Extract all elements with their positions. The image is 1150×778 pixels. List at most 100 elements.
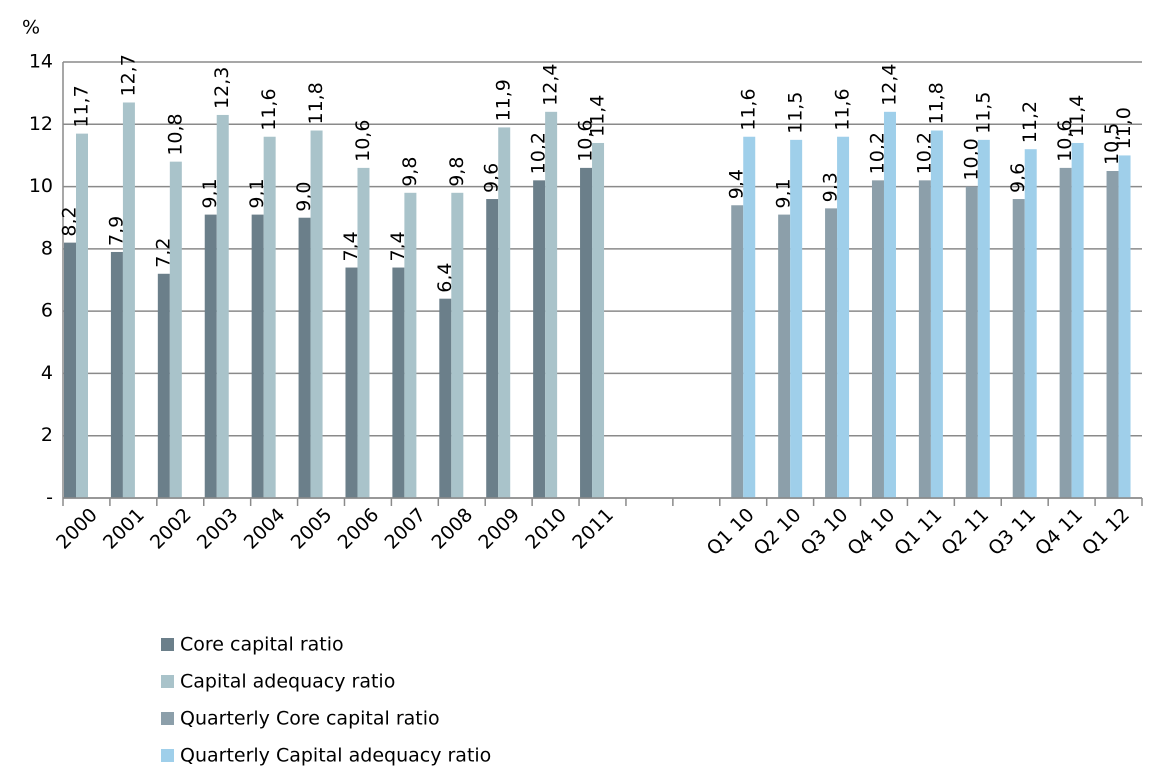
y-tick-label: 6 xyxy=(41,300,53,322)
value-label: 9,1 xyxy=(773,178,795,208)
x-tick-label: 2002 xyxy=(146,504,196,554)
bar xyxy=(357,167,370,498)
value-label: 12,4 xyxy=(540,64,562,106)
bar xyxy=(592,142,605,498)
value-label: 11,9 xyxy=(493,79,515,121)
bar xyxy=(965,186,978,499)
bar xyxy=(1012,199,1025,498)
value-label: 9,8 xyxy=(446,157,468,187)
bar xyxy=(883,111,896,498)
x-tick-label: 2000 xyxy=(52,504,102,554)
legend-label: Core capital ratio xyxy=(180,634,344,656)
value-label: 9,8 xyxy=(399,157,421,187)
bar xyxy=(837,136,850,498)
value-label: 9,6 xyxy=(1007,163,1029,193)
bar xyxy=(1106,171,1119,498)
bar xyxy=(64,242,76,498)
value-label: 10,5 xyxy=(1101,123,1123,165)
bar xyxy=(486,199,499,498)
value-label: 11,8 xyxy=(305,82,327,124)
value-label: 7,2 xyxy=(152,238,174,268)
bar xyxy=(790,139,803,498)
value-label: 11,5 xyxy=(972,92,994,134)
value-label: 11,4 xyxy=(587,95,609,137)
bar xyxy=(1071,142,1084,498)
value-label: 11,6 xyxy=(258,88,280,130)
y-tick-label: 10 xyxy=(29,175,53,197)
x-tick-label: 2001 xyxy=(99,504,149,554)
x-tick-label: 2004 xyxy=(240,504,290,554)
y-tick-label: 8 xyxy=(41,237,53,259)
bar xyxy=(110,251,123,498)
bar xyxy=(545,111,558,498)
bar xyxy=(204,214,217,498)
bar xyxy=(76,133,88,498)
x-tick-label: Q2 10 xyxy=(750,504,806,560)
x-tick-label: Q1 11 xyxy=(890,504,946,560)
x-tick-label: Q3 10 xyxy=(796,504,852,560)
bar xyxy=(169,161,182,498)
value-label: 9,3 xyxy=(820,172,842,202)
value-label: 7,4 xyxy=(340,231,362,261)
value-label: 10,2 xyxy=(528,132,550,174)
bar xyxy=(498,127,511,499)
value-label: 12,4 xyxy=(878,64,900,106)
x-tick-label: Q2 11 xyxy=(937,504,993,560)
value-label: 12,7 xyxy=(117,54,139,96)
value-label: 8,2 xyxy=(59,206,81,236)
bar xyxy=(157,273,170,498)
value-label: 11,0 xyxy=(1113,107,1135,149)
x-tick-label: 2003 xyxy=(193,504,243,554)
value-label: 7,9 xyxy=(105,216,127,246)
bar xyxy=(918,180,931,499)
legend-swatch xyxy=(161,749,174,762)
value-label: 6,4 xyxy=(434,262,456,292)
value-label: 10,0 xyxy=(960,138,982,180)
bar xyxy=(392,267,405,498)
y-tick-label: 2 xyxy=(41,424,53,446)
legend-label: Quarterly Core capital ratio xyxy=(180,708,440,730)
value-label: 9,6 xyxy=(481,163,503,193)
bar xyxy=(298,217,311,498)
value-label: 10,2 xyxy=(866,132,888,174)
bar xyxy=(263,136,276,498)
legend-label: Capital adequacy ratio xyxy=(180,671,395,693)
value-label: 7,4 xyxy=(387,231,409,261)
bar xyxy=(930,130,943,498)
x-tick-label: 2005 xyxy=(287,504,337,554)
bar xyxy=(731,205,744,498)
legend-swatch xyxy=(161,638,174,651)
bar xyxy=(216,114,229,498)
bar xyxy=(345,267,358,498)
value-label: 11,6 xyxy=(832,88,854,130)
bar xyxy=(871,180,884,499)
bar xyxy=(743,136,756,498)
bar xyxy=(1118,155,1131,498)
bar xyxy=(1059,167,1072,498)
value-label: 11,2 xyxy=(1019,101,1041,143)
bar xyxy=(439,298,452,498)
bar xyxy=(580,167,593,498)
value-label: 10,8 xyxy=(164,113,186,155)
x-tick-label: Q4 10 xyxy=(843,504,899,560)
y-tick-label: 14 xyxy=(29,51,53,73)
y-tick-label: 4 xyxy=(41,362,53,384)
value-label: 9,1 xyxy=(246,178,268,208)
legend-label: Quarterly Capital adequacy ratio xyxy=(180,745,491,767)
bar xyxy=(825,208,838,498)
legend-swatch xyxy=(161,712,174,725)
x-tick-label: Q3 11 xyxy=(984,504,1040,560)
x-tick-label: 2011 xyxy=(568,504,618,554)
value-label: 11,8 xyxy=(925,82,947,124)
y-axis-unit: % xyxy=(22,17,40,39)
bar xyxy=(122,102,135,498)
y-tick-label: 12 xyxy=(29,113,53,135)
value-label: 10,6 xyxy=(352,120,374,162)
bar xyxy=(533,180,546,499)
x-tick-label: 2008 xyxy=(427,504,477,554)
x-tick-label: 2007 xyxy=(381,504,431,554)
bar xyxy=(977,139,990,498)
x-tick-label: 2009 xyxy=(474,504,524,554)
bar xyxy=(310,130,323,498)
value-label: 11,7 xyxy=(71,85,93,127)
